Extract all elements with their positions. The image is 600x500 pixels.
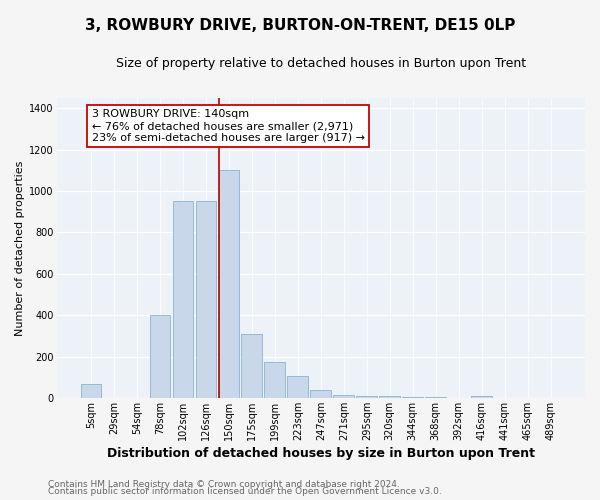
Bar xyxy=(379,396,400,398)
Text: Contains public sector information licensed under the Open Government Licence v3: Contains public sector information licen… xyxy=(48,487,442,496)
Text: 3 ROWBURY DRIVE: 140sqm
← 76% of detached houses are smaller (2,971)
23% of semi: 3 ROWBURY DRIVE: 140sqm ← 76% of detache… xyxy=(92,110,365,142)
Bar xyxy=(265,362,285,398)
Y-axis label: Number of detached properties: Number of detached properties xyxy=(15,160,25,336)
Bar xyxy=(196,202,216,398)
Bar xyxy=(173,202,193,398)
Bar xyxy=(472,396,492,398)
Bar xyxy=(403,397,423,398)
Text: 3, ROWBURY DRIVE, BURTON-ON-TRENT, DE15 0LP: 3, ROWBURY DRIVE, BURTON-ON-TRENT, DE15 … xyxy=(85,18,515,32)
Bar xyxy=(310,390,331,398)
Bar xyxy=(287,376,308,398)
Bar xyxy=(334,395,354,398)
Bar xyxy=(149,315,170,398)
X-axis label: Distribution of detached houses by size in Burton upon Trent: Distribution of detached houses by size … xyxy=(107,447,535,460)
Bar xyxy=(356,396,377,398)
Title: Size of property relative to detached houses in Burton upon Trent: Size of property relative to detached ho… xyxy=(116,58,526,70)
Bar xyxy=(218,170,239,398)
Bar xyxy=(80,384,101,398)
Bar xyxy=(241,334,262,398)
Text: Contains HM Land Registry data © Crown copyright and database right 2024.: Contains HM Land Registry data © Crown c… xyxy=(48,480,400,489)
